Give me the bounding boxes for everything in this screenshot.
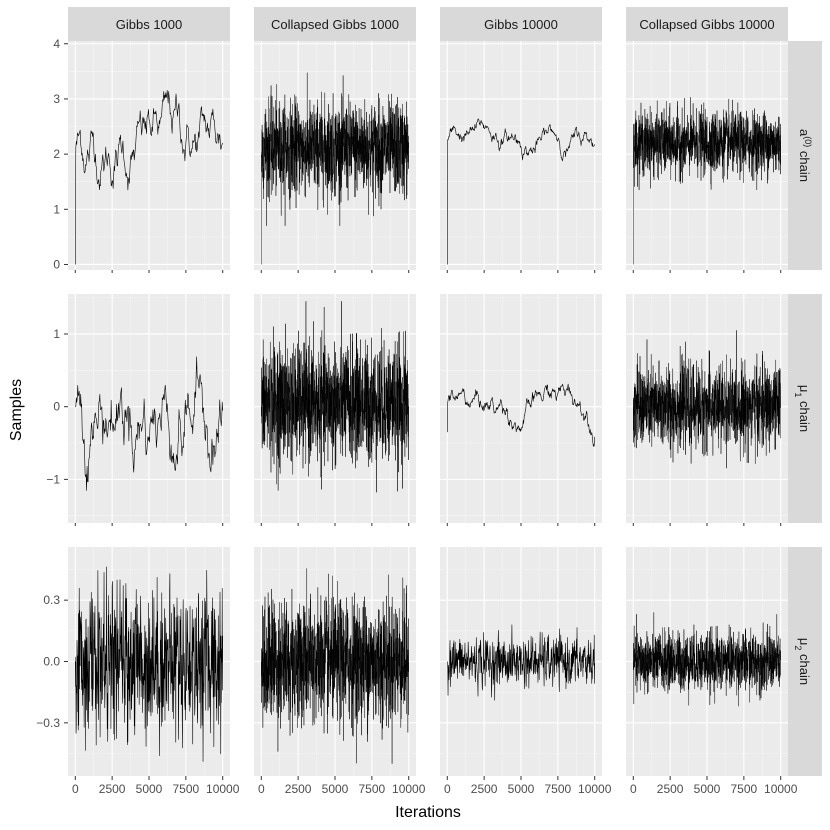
row-strip-label: μ1 chain bbox=[793, 385, 812, 432]
panels-layer: Gibbs 1000 Collapsed Gibbs 1000 Gibbs 1000… bbox=[36, 7, 822, 796]
y-axis-title: Samples bbox=[8, 379, 25, 441]
y-tick-label: 0 bbox=[53, 257, 60, 271]
facet-panel bbox=[440, 547, 602, 776]
x-tick-label: 5000 bbox=[136, 782, 163, 796]
y-tick-label: 1 bbox=[53, 202, 60, 216]
trace-line bbox=[74, 566, 224, 762]
x-axis-title: Iterations bbox=[395, 804, 461, 821]
x-tick-label: 0 bbox=[72, 782, 79, 796]
y-tick-label: −0.3 bbox=[36, 716, 60, 730]
facet-panel bbox=[440, 294, 602, 523]
facet-panel bbox=[68, 41, 230, 270]
y-tick-label: 0.0 bbox=[43, 655, 60, 669]
column-strip bbox=[254, 7, 416, 41]
facet-panel bbox=[254, 547, 416, 776]
x-tick-label: 0 bbox=[258, 782, 265, 796]
y-tick-label: −1 bbox=[46, 472, 60, 486]
trace-line bbox=[633, 330, 781, 469]
column-strip-label: Gibbs 10000 bbox=[484, 17, 558, 32]
trace-line bbox=[447, 624, 596, 701]
x-tick-label: 2500 bbox=[99, 782, 126, 796]
y-tick-label: 2 bbox=[53, 147, 60, 161]
column-strip-label: Collapsed Gibbs 1000 bbox=[271, 17, 399, 32]
row-strip bbox=[788, 547, 822, 776]
x-tick-label: 2500 bbox=[657, 782, 684, 796]
column-strip bbox=[440, 7, 602, 41]
y-tick-label: 0.3 bbox=[43, 593, 60, 607]
facet-panel bbox=[440, 41, 602, 270]
column-strip-label: Collapsed Gibbs 10000 bbox=[639, 17, 774, 32]
x-tick-label: 10000 bbox=[206, 782, 240, 796]
facet-panel bbox=[254, 294, 416, 523]
facet-panel bbox=[254, 41, 416, 270]
x-tick-label: 5000 bbox=[694, 782, 721, 796]
row-strip-label: a(0) chain bbox=[797, 129, 813, 182]
x-tick-label: 7500 bbox=[731, 782, 758, 796]
trace-line bbox=[446, 118, 595, 265]
x-tick-label: 0 bbox=[630, 782, 637, 796]
y-tick-label: 0 bbox=[53, 400, 60, 414]
x-tick-label: 7500 bbox=[173, 782, 200, 796]
facet-panel bbox=[626, 547, 788, 776]
facet-panel bbox=[68, 294, 230, 523]
x-tick-label: 0 bbox=[444, 782, 451, 796]
y-tick-label: 1 bbox=[53, 327, 60, 341]
trace-line bbox=[261, 568, 409, 764]
trace-line bbox=[261, 72, 409, 265]
trace-line bbox=[74, 90, 223, 265]
row-strip bbox=[788, 41, 822, 270]
x-tick-label: 7500 bbox=[359, 782, 386, 796]
column-strip bbox=[626, 7, 788, 41]
trace-line bbox=[261, 301, 409, 493]
x-tick-label: 2500 bbox=[471, 782, 498, 796]
facet-panel bbox=[626, 41, 788, 270]
trace-line bbox=[75, 356, 224, 491]
facet-panel bbox=[626, 294, 788, 523]
trace-line bbox=[633, 612, 781, 707]
trace-line bbox=[633, 97, 781, 265]
row-strip bbox=[788, 294, 822, 523]
x-tick-label: 2500 bbox=[285, 782, 312, 796]
facet-panel bbox=[68, 547, 230, 776]
x-tick-label: 5000 bbox=[508, 782, 535, 796]
y-tick-label: 3 bbox=[53, 92, 60, 106]
x-tick-label: 7500 bbox=[545, 782, 572, 796]
trace-line bbox=[446, 383, 596, 447]
column-strip bbox=[68, 7, 230, 41]
column-strip-label: Gibbs 1000 bbox=[116, 17, 183, 32]
x-tick-label: 10000 bbox=[392, 782, 426, 796]
row-strip-label: μ2 chain bbox=[793, 638, 812, 685]
y-tick-label: 4 bbox=[53, 37, 60, 51]
x-tick-label: 10000 bbox=[764, 782, 798, 796]
x-tick-label: 5000 bbox=[322, 782, 349, 796]
x-tick-label: 10000 bbox=[578, 782, 612, 796]
